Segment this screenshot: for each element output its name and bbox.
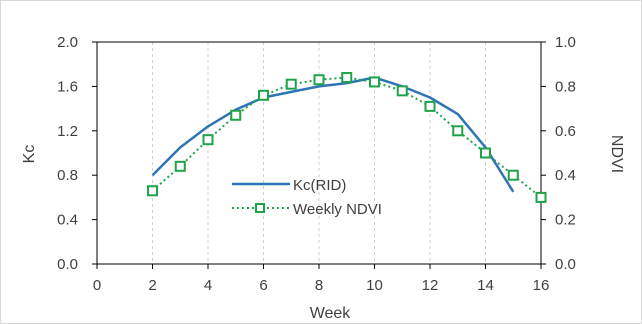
y2-tick-label: 1.0 xyxy=(555,34,576,51)
x-tick-label: 4 xyxy=(204,277,212,294)
y2-tick-label: 0.6 xyxy=(555,123,576,140)
y-tick-label: 2.0 xyxy=(57,34,78,51)
x-tick-label: 10 xyxy=(366,277,383,294)
x-tick-label: 12 xyxy=(422,277,439,294)
y-axis-title: Kc xyxy=(21,145,38,164)
legend-marker-ndvi xyxy=(255,203,265,213)
axes xyxy=(92,41,546,269)
data-point-ndvi xyxy=(147,185,158,197)
y-tick-label: 0.0 xyxy=(57,256,78,273)
data-point-ndvi xyxy=(313,74,325,86)
data-point-ndvi xyxy=(535,191,547,203)
legend-label-ndvi: Weekly NDVI xyxy=(293,201,382,218)
y2-tick-label: 0.0 xyxy=(555,256,576,273)
data-point-ndvi xyxy=(230,109,242,121)
x-tick-label: 16 xyxy=(533,277,550,294)
x-tick-label: 14 xyxy=(477,277,494,294)
data-point-ndvi xyxy=(369,76,380,88)
y2-tick-label: 0.2 xyxy=(555,212,576,229)
data-point-ndvi xyxy=(341,72,353,84)
y-tick-label: 0.4 xyxy=(57,212,78,229)
series-layer xyxy=(147,72,547,203)
tick-labels: 0 2 4 6 8 10 12 14 16 0.0 0.4 0.8 1.2 1.6 2.0 0.0 0.2 0.4… xyxy=(57,34,576,294)
data-point-ndvi xyxy=(202,134,214,146)
y-tick-label: 0.8 xyxy=(57,167,78,184)
x-axis-title: Week xyxy=(310,305,352,322)
data-point-ndvi xyxy=(285,78,297,90)
data-point-ndvi xyxy=(174,160,186,172)
legend: Kc(RID) Weekly NDVI xyxy=(232,177,382,218)
legend-label-kc: Kc(RID) xyxy=(293,177,346,194)
series-line-kc xyxy=(151,76,515,193)
data-point-ndvi xyxy=(396,85,408,97)
y2-tick-label: 0.8 xyxy=(555,78,576,95)
x-tick-label: 8 xyxy=(315,277,323,294)
y-tick-label: 1.6 xyxy=(57,78,78,95)
x-tick-label: 6 xyxy=(259,277,267,294)
y2-tick-label: 0.4 xyxy=(555,167,576,184)
x-tick-label: 2 xyxy=(148,277,156,294)
data-point-ndvi xyxy=(480,147,491,159)
data-point-ndvi xyxy=(452,125,464,137)
x-tick-label: 0 xyxy=(93,277,101,294)
data-point-ndvi xyxy=(424,100,436,112)
y-tick-label: 1.2 xyxy=(57,123,78,140)
data-point-ndvi xyxy=(507,169,519,181)
data-point-ndvi xyxy=(258,89,269,101)
y2-axis-title: NDVI xyxy=(608,135,625,173)
